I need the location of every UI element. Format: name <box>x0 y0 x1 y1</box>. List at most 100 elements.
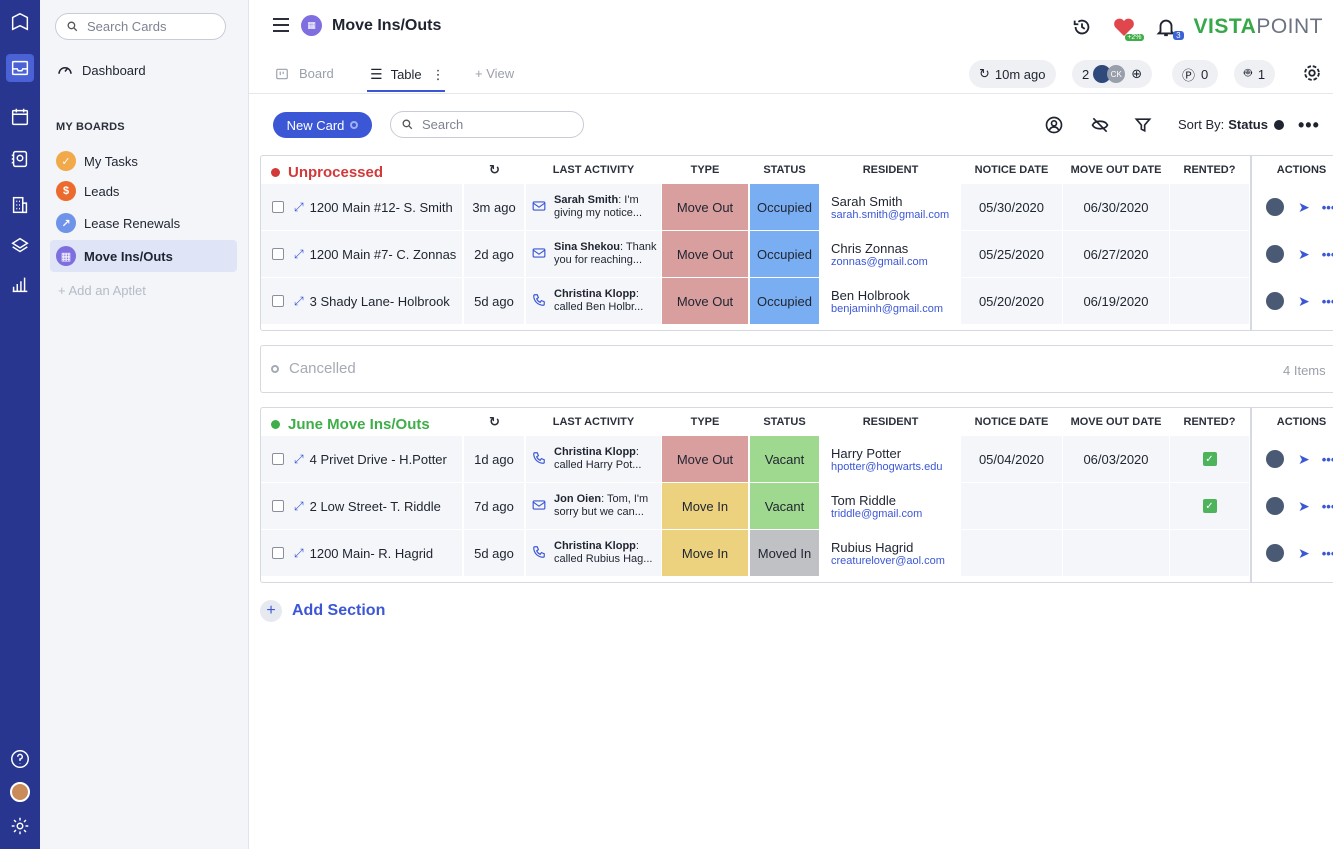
bot-pill[interactable]: 🤖︎ 1 <box>1234 60 1276 88</box>
expand-card-icon[interactable]: ⤢ <box>294 451 304 466</box>
user-avatar[interactable] <box>6 778 34 806</box>
row-more-icon[interactable]: ••• <box>1321 498 1333 514</box>
hide-fields-eye-off-icon[interactable] <box>1089 114 1111 136</box>
rented-check-icon[interactable]: ✓ <box>1202 499 1217 513</box>
rented-cell[interactable]: ✓ <box>1170 436 1249 482</box>
row-checkbox[interactable] <box>272 201 284 213</box>
add-section-button[interactable]: + Add Section <box>260 600 385 622</box>
type-cell[interactable]: Move Out <box>662 278 748 324</box>
tab-board[interactable]: Board <box>275 66 334 81</box>
notice-date-cell[interactable]: 05/30/2020 <box>961 184 1062 230</box>
board-settings-gear-icon[interactable] <box>1301 62 1323 87</box>
send-icon[interactable]: ➤ <box>1298 450 1310 467</box>
row-more-icon[interactable]: ••• <box>1321 451 1333 467</box>
type-cell[interactable]: Move Out <box>662 436 748 482</box>
resident-cell[interactable]: Tom Riddle triddle@gmail.com <box>821 483 960 529</box>
expand-card-icon[interactable]: ⤢ <box>294 498 304 513</box>
last-activity-cell[interactable]: Jon Oien: Tom, I'm sorry but we can... <box>526 483 661 529</box>
analytics-icon[interactable] <box>6 270 34 298</box>
move-out-date-cell[interactable]: 06/19/2020 <box>1063 278 1169 324</box>
move-out-date-cell[interactable]: 06/03/2020 <box>1063 436 1169 482</box>
refresh-column-icon[interactable]: ↻ <box>489 414 500 429</box>
table-row[interactable]: ⤢ 1200 Main- R. Hagrid 5d ago Christina Klo… <box>261 530 1333 576</box>
col-move-out-date[interactable]: MOVE OUT DATE <box>1070 416 1162 428</box>
move-out-date-cell[interactable]: 06/27/2020 <box>1063 231 1169 277</box>
assignee-avatar[interactable] <box>1266 450 1284 468</box>
type-cell[interactable]: Move In <box>662 530 748 576</box>
row-checkbox[interactable] <box>272 248 284 260</box>
status-cell[interactable]: Occupied <box>750 231 819 277</box>
sidebar-item-leads[interactable]: $ Leads <box>50 175 237 207</box>
rented-check-icon[interactable]: ✓ <box>1202 452 1217 466</box>
col-notice-date[interactable]: NOTICE DATE <box>974 416 1049 428</box>
rented-cell[interactable]: ✓ <box>1170 483 1249 529</box>
last-activity-cell[interactable]: Sarah Smith: I'm giving my notice... <box>526 184 661 230</box>
col-rented[interactable]: RENTED? <box>1183 416 1236 428</box>
status-cell[interactable]: Vacant <box>750 483 819 529</box>
help-icon[interactable] <box>6 745 34 773</box>
last-activity-cell[interactable]: Christina Klopp: called Harry Pot... <box>526 436 661 482</box>
resident-cell[interactable]: Chris Zonnas zonnas@gmail.com <box>821 231 960 277</box>
send-icon[interactable]: ➤ <box>1298 198 1310 215</box>
type-cell[interactable]: Move In <box>662 483 748 529</box>
rented-cell[interactable] <box>1170 231 1249 277</box>
sidebar-item-lease-renewals[interactable]: ↗ Lease Renewals <box>50 207 237 239</box>
card-name-cell[interactable]: ⤢ 3 Shady Lane- Holbrook <box>261 278 462 324</box>
watchers-pill[interactable]: 2 CK ⊕ <box>1072 60 1153 88</box>
status-cell[interactable]: Occupied <box>750 184 819 230</box>
col-status[interactable]: STATUS <box>763 164 806 176</box>
expand-card-icon[interactable]: ⤢ <box>294 199 304 214</box>
assignee-avatar[interactable] <box>1266 292 1284 310</box>
sidebar-item-my-tasks[interactable]: ✓ My Tasks <box>50 145 237 177</box>
history-icon[interactable] <box>1068 13 1096 41</box>
send-icon[interactable]: ➤ <box>1298 497 1310 514</box>
menu-hamburger-icon[interactable] <box>273 18 289 32</box>
rented-cell[interactable] <box>1170 184 1249 230</box>
tab-more-icon[interactable]: ⋮ <box>431 66 445 82</box>
table-search-input[interactable]: Search <box>390 111 584 138</box>
notifications-bell-icon[interactable]: 3 <box>1152 13 1184 41</box>
sort-by-dropdown[interactable]: Sort By: Status <box>1178 117 1284 132</box>
col-last-activity[interactable]: LAST ACTIVITY <box>552 164 635 176</box>
notice-date-cell[interactable] <box>961 530 1062 576</box>
section-title[interactable]: Unprocessed <box>271 164 383 181</box>
col-resident[interactable]: RESIDENT <box>862 164 919 176</box>
move-out-date-cell[interactable] <box>1063 530 1169 576</box>
col-type[interactable]: TYPE <box>690 416 720 428</box>
col-rented[interactable]: RENTED? <box>1183 164 1236 176</box>
assignee-avatar[interactable] <box>1266 198 1284 216</box>
last-activity-cell[interactable]: Sina Shekou: Thank you for reaching... <box>526 231 661 277</box>
table-row[interactable]: ⤢ 3 Shady Lane- Holbrook 5d ago Christina K… <box>261 278 1333 324</box>
col-status[interactable]: STATUS <box>763 416 806 428</box>
notice-date-cell[interactable]: 05/04/2020 <box>961 436 1062 482</box>
home-logo-icon[interactable] <box>6 8 34 36</box>
resident-cell[interactable]: Rubius Hagrid creaturelover@aol.com <box>821 530 960 576</box>
send-icon[interactable]: ➤ <box>1298 544 1310 561</box>
resident-cell[interactable]: Sarah Smith sarah.smith@gmail.com <box>821 184 960 230</box>
move-out-date-cell[interactable]: 06/30/2020 <box>1063 184 1169 230</box>
rented-cell[interactable] <box>1170 278 1249 324</box>
refresh-column-icon[interactable]: ↻ <box>489 162 500 177</box>
row-checkbox[interactable] <box>272 547 284 559</box>
status-cell[interactable]: Vacant <box>750 436 819 482</box>
type-cell[interactable]: Move Out <box>662 184 748 230</box>
contacts-icon[interactable] <box>6 145 34 173</box>
section-cancelled[interactable]: Cancelled 4 Items <box>260 345 1333 393</box>
table-row[interactable]: ⤢ 1200 Main #12- S. Smith 3m ago Sarah Smit… <box>261 184 1333 230</box>
type-cell[interactable]: Move Out <box>662 231 748 277</box>
assignee-filter-icon[interactable] <box>1043 114 1065 136</box>
add-aptlet-link[interactable]: + Add an Aptlet <box>58 283 146 298</box>
assignee-avatar[interactable] <box>1266 497 1284 515</box>
expand-card-icon[interactable]: ⤢ <box>294 293 304 308</box>
sidebar-item-dashboard[interactable]: Dashboard <box>50 54 237 86</box>
last-activity-cell[interactable]: Christina Klopp: called Rubius Hag... <box>526 530 661 576</box>
notice-date-cell[interactable] <box>961 483 1062 529</box>
assignee-avatar[interactable] <box>1266 245 1284 263</box>
new-card-button[interactable]: New Card <box>273 112 372 138</box>
notice-date-cell[interactable]: 05/25/2020 <box>961 231 1062 277</box>
row-more-icon[interactable]: ••• <box>1321 246 1333 262</box>
table-row[interactable]: ⤢ 1200 Main #7- C. Zonnas 2d ago Sina Sheko… <box>261 231 1333 277</box>
send-icon[interactable]: ➤ <box>1298 245 1310 262</box>
filter-funnel-icon[interactable] <box>1132 114 1154 136</box>
col-resident[interactable]: RESIDENT <box>862 416 919 428</box>
